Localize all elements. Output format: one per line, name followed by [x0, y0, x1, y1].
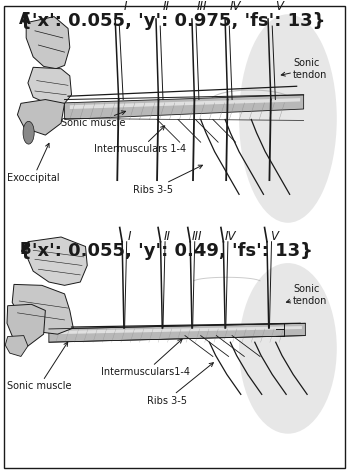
Polygon shape [70, 98, 300, 109]
Text: Sonic muscle: Sonic muscle [7, 342, 72, 392]
Text: Sonic
tendon: Sonic tendon [281, 58, 327, 80]
Text: II: II [162, 0, 169, 13]
Text: V: V [275, 0, 283, 13]
Text: B: B [19, 242, 31, 257]
Text: Ribs 3-5: Ribs 3-5 [147, 363, 213, 406]
Polygon shape [7, 304, 45, 346]
Text: A: A [19, 12, 31, 27]
Ellipse shape [23, 121, 34, 144]
Text: {'x': 0.055, 'y': 0.975, 'fs': 13}: {'x': 0.055, 'y': 0.975, 'fs': 13} [19, 12, 326, 30]
Text: I: I [127, 230, 131, 243]
Polygon shape [5, 336, 28, 356]
Text: I: I [124, 0, 127, 13]
Text: IV: IV [225, 230, 236, 243]
Text: Sonic
tendon: Sonic tendon [287, 284, 327, 306]
Text: Intermusculars1-4: Intermusculars1-4 [101, 339, 190, 377]
Text: Sonic muscle: Sonic muscle [61, 111, 126, 128]
Polygon shape [17, 100, 65, 135]
Polygon shape [26, 237, 87, 285]
Polygon shape [26, 17, 70, 69]
Polygon shape [12, 284, 73, 334]
Text: III: III [192, 230, 202, 243]
Text: II: II [164, 230, 171, 243]
Text: Ribs 3-5: Ribs 3-5 [133, 165, 202, 195]
Polygon shape [28, 67, 72, 104]
Ellipse shape [239, 14, 337, 223]
Polygon shape [49, 323, 305, 342]
Polygon shape [54, 326, 302, 334]
Text: V: V [270, 230, 278, 243]
Text: III: III [197, 0, 208, 13]
Text: Exoccipital: Exoccipital [7, 143, 60, 183]
Text: IV: IV [230, 0, 241, 13]
Text: Intermusculars 1-4: Intermusculars 1-4 [94, 126, 186, 155]
Text: {'x': 0.055, 'y': 0.49, 'fs': 13}: {'x': 0.055, 'y': 0.49, 'fs': 13} [19, 242, 313, 260]
Polygon shape [65, 95, 304, 119]
Ellipse shape [239, 263, 337, 434]
